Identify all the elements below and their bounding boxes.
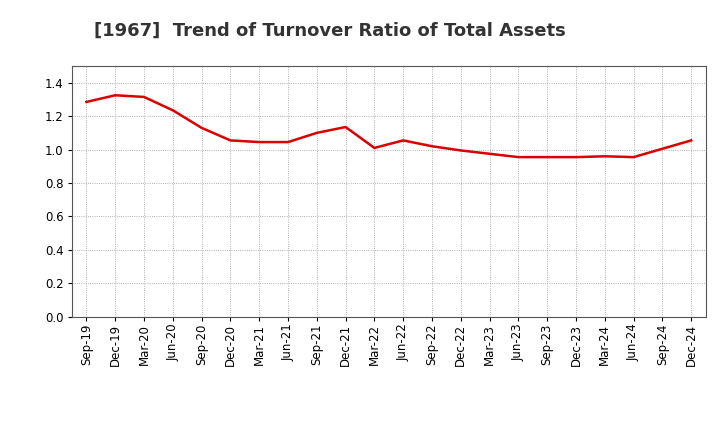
Text: [1967]  Trend of Turnover Ratio of Total Assets: [1967] Trend of Turnover Ratio of Total …: [94, 22, 565, 40]
